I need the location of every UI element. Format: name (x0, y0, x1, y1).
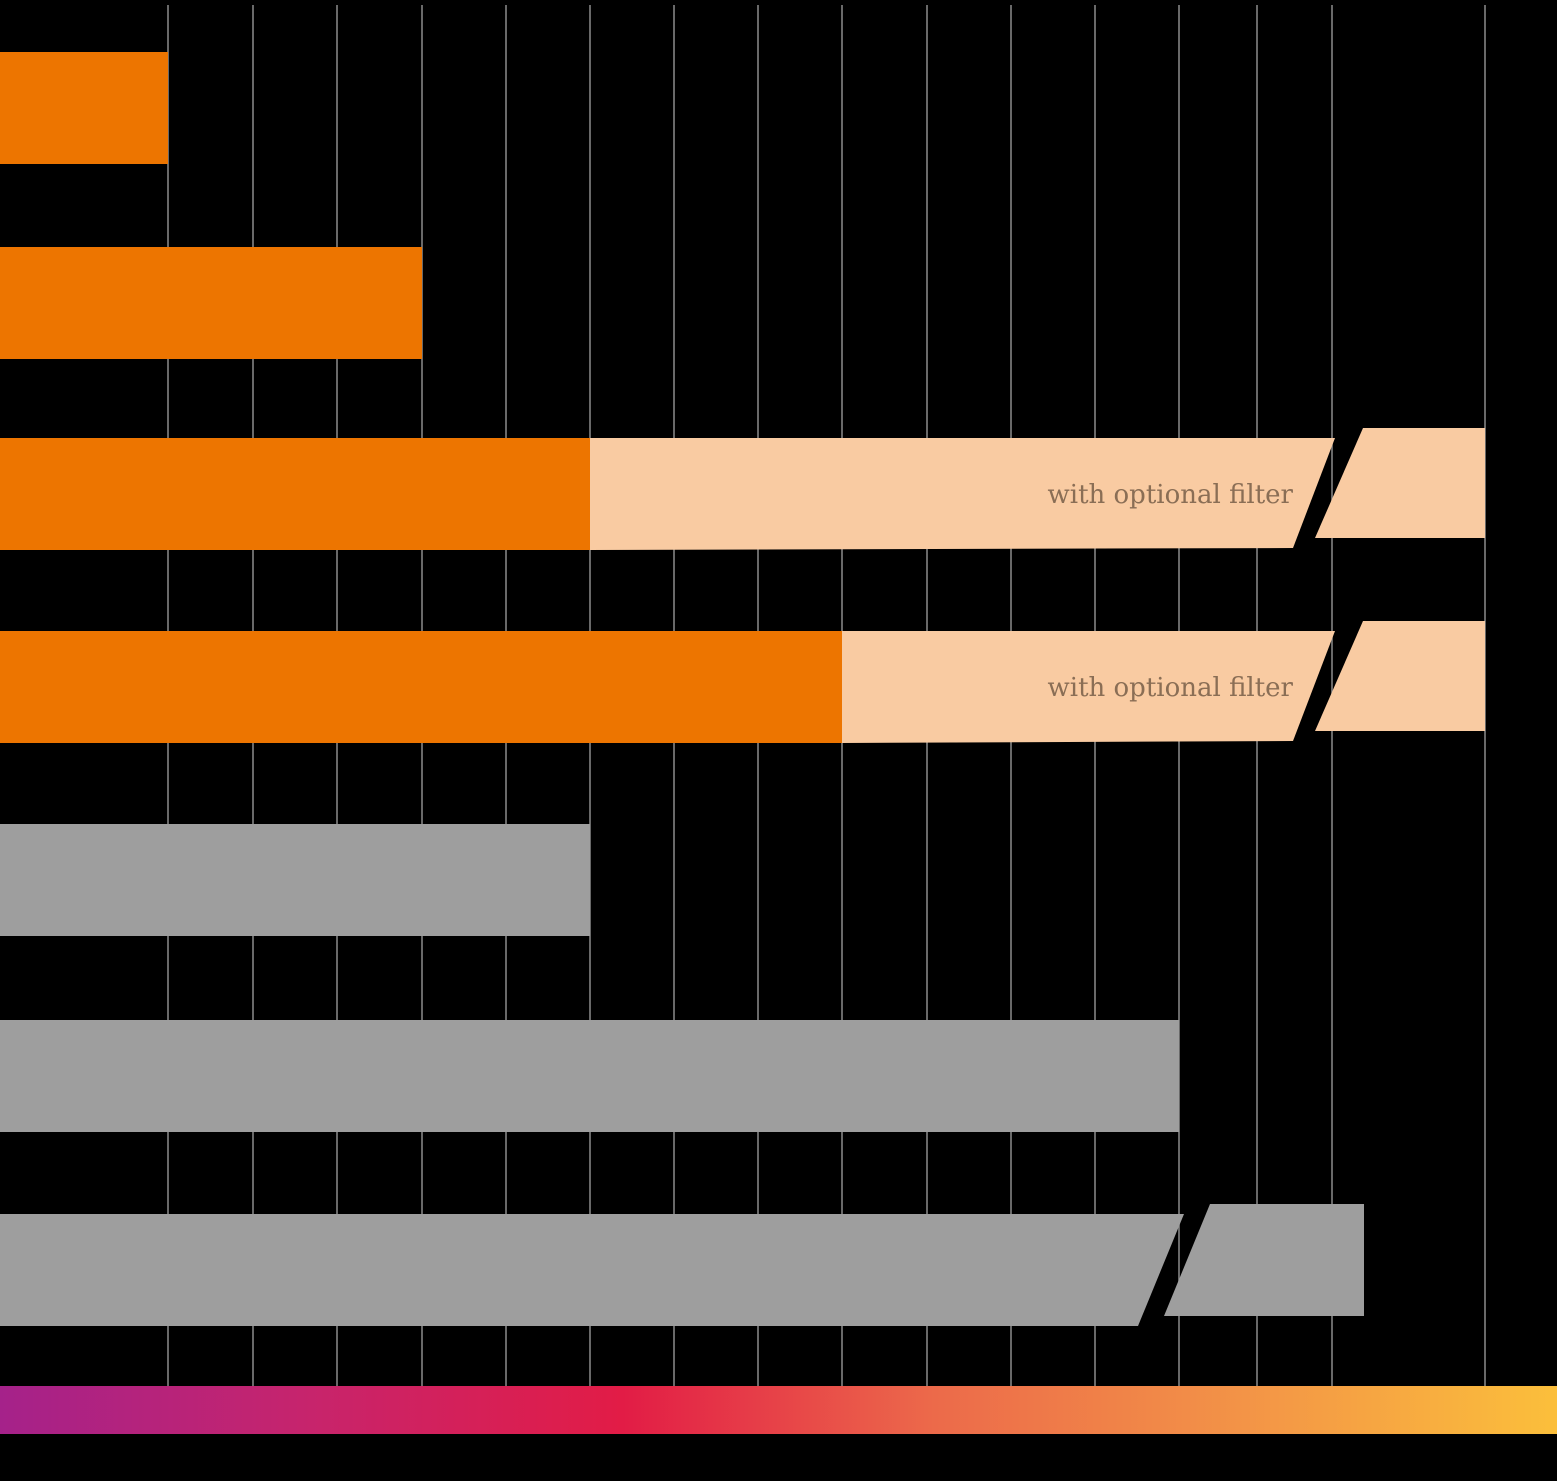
bar-break-segment (1315, 428, 1485, 538)
annotations: with optional filter with optional filter (1048, 480, 1294, 703)
bar-extension (590, 438, 1335, 550)
bar (0, 824, 590, 936)
color-gradient-strip (0, 1386, 1557, 1434)
bar (0, 247, 422, 359)
annotation-label: with optional filter (1048, 480, 1294, 510)
bar-break-segment (1315, 621, 1485, 731)
annotation-label: with optional filter (1048, 673, 1294, 703)
bar (0, 631, 842, 743)
bar-break-segment (1164, 1204, 1364, 1316)
bar (0, 1020, 1179, 1132)
bar (0, 438, 590, 550)
bars (0, 52, 1485, 1326)
bar-extension (842, 631, 1335, 743)
bar (0, 1214, 1184, 1326)
bar (0, 52, 168, 164)
